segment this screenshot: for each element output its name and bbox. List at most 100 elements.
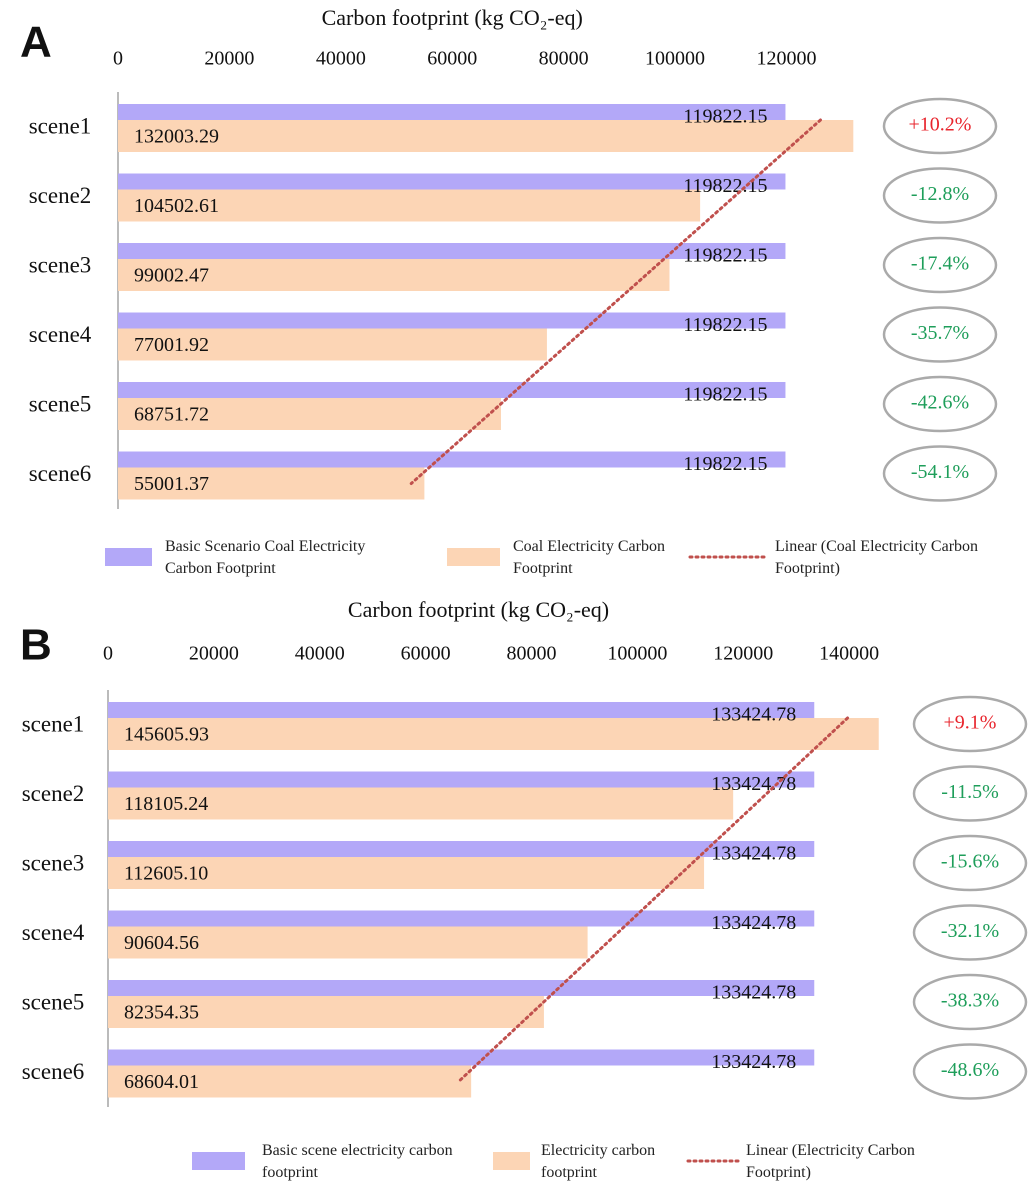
change-label: -48.6% [941, 1059, 999, 1081]
category-label: scene2 [22, 781, 85, 806]
data-label: 99002.47 [134, 265, 209, 287]
bar [108, 980, 815, 996]
category-label: scene4 [22, 920, 85, 945]
category-label: scene6 [29, 461, 92, 486]
bar [108, 718, 879, 750]
change-label: +10.2% [909, 114, 972, 136]
legend-text-box: Linear (Coal Electricity Carbon Footprin… [775, 538, 979, 577]
bar [108, 1065, 472, 1098]
bar [108, 857, 705, 889]
x-tick-label: 60000 [401, 643, 451, 665]
data-label: 68604.01 [124, 1071, 199, 1093]
data-label: 119822.15 [683, 245, 767, 267]
x-tick-label: 20000 [189, 643, 239, 665]
data-label: 90604.56 [124, 932, 199, 954]
change-label: +9.1% [944, 712, 997, 734]
data-label: 77001.92 [134, 334, 209, 356]
bar [118, 104, 786, 120]
bar [118, 243, 786, 259]
data-label: 119822.15 [683, 106, 767, 128]
panel-label: A [20, 18, 52, 67]
data-label: 68751.72 [134, 404, 209, 426]
bar [108, 771, 815, 788]
legend-text-box: Coal Electricity Carbon Footprint [513, 538, 665, 577]
category-label: scene6 [22, 1059, 85, 1084]
legend-swatch [493, 1152, 530, 1170]
legend-text-box: Electricity carbon footprint [541, 1142, 656, 1181]
category-label: scene3 [22, 850, 85, 875]
category-label: scene5 [29, 391, 92, 416]
change-badge [912, 765, 1028, 822]
data-label: 82354.35 [124, 1002, 199, 1024]
data-label: 133424.78 [711, 1051, 796, 1073]
change-badge [912, 695, 1028, 753]
trendline [409, 118, 822, 485]
category-label: scene4 [29, 322, 92, 347]
legend-text: Coal Electricity Carbon Footprint [513, 538, 665, 577]
bar [118, 467, 425, 500]
change-badge [882, 445, 998, 502]
x-tick-label: 0 [113, 48, 123, 70]
change-label: -11.5% [941, 781, 999, 803]
bar [108, 702, 815, 718]
change-badge [912, 904, 1028, 961]
x-tick-label: 120000 [713, 643, 773, 665]
change-label: -42.6% [911, 392, 969, 414]
change-badge [882, 375, 998, 433]
change-label: -32.1% [941, 920, 999, 942]
x-tick-label: 0 [103, 643, 113, 665]
change-label: -17.4% [911, 253, 969, 275]
data-label: 104502.61 [134, 195, 219, 217]
x-axis-title: Carbon footprint (kg CO₂-eq) [348, 597, 609, 622]
legend-text-box: Basic scene electricity carbon footprint [262, 1142, 453, 1181]
bar [108, 841, 815, 857]
x-tick-label: 40000 [295, 643, 345, 665]
trendline [457, 716, 850, 1083]
data-label: 133424.78 [711, 982, 796, 1004]
category-label: scene5 [22, 989, 85, 1014]
data-label: 119822.15 [683, 384, 767, 406]
change-label: -54.1% [911, 461, 969, 483]
bar [108, 1049, 815, 1066]
x-tick-label: 60000 [427, 48, 477, 70]
panel-label: B [20, 621, 52, 670]
change-label: -15.6% [941, 851, 999, 873]
data-label: 133424.78 [711, 912, 796, 934]
bar [118, 382, 786, 398]
legend-text: Linear (Electricity Carbon Footprint) [746, 1142, 915, 1181]
data-label: 119822.15 [683, 175, 767, 197]
bar [108, 910, 815, 927]
change-badge [882, 306, 998, 363]
x-tick-label: 80000 [506, 643, 556, 665]
change-label: -38.3% [941, 990, 999, 1012]
bar [108, 926, 588, 959]
data-label: 119822.15 [683, 314, 767, 336]
x-tick-label: 120000 [756, 48, 816, 70]
data-label: 133424.78 [711, 773, 796, 795]
x-tick-label: 100000 [645, 48, 705, 70]
legend-text-box: Basic Scenario Coal Electricity Carbon F… [165, 538, 365, 577]
bar [118, 259, 670, 291]
category-label: scene2 [29, 183, 92, 208]
bar [118, 451, 786, 468]
legend-text: Electricity carbon footprint [541, 1142, 656, 1181]
change-badge [912, 834, 1028, 892]
data-label: 55001.37 [134, 473, 209, 495]
change-badge [882, 236, 998, 294]
bar [118, 173, 786, 190]
data-label: 118105.24 [124, 793, 208, 815]
data-label: 132003.29 [134, 126, 219, 148]
change-badge [912, 973, 1028, 1031]
legend-text: Linear (Coal Electricity Carbon Footprin… [775, 538, 979, 577]
x-tick-label: 140000 [819, 643, 879, 665]
data-label: 145605.93 [124, 724, 209, 746]
x-tick-label: 80000 [539, 48, 589, 70]
bar [108, 787, 734, 820]
bar [118, 120, 854, 152]
change-badge [882, 167, 998, 224]
data-label: 133424.78 [711, 843, 796, 865]
x-tick-label: 40000 [316, 48, 366, 70]
bar [118, 312, 786, 329]
x-tick-label: 20000 [204, 48, 254, 70]
data-label: 119822.15 [683, 453, 767, 475]
